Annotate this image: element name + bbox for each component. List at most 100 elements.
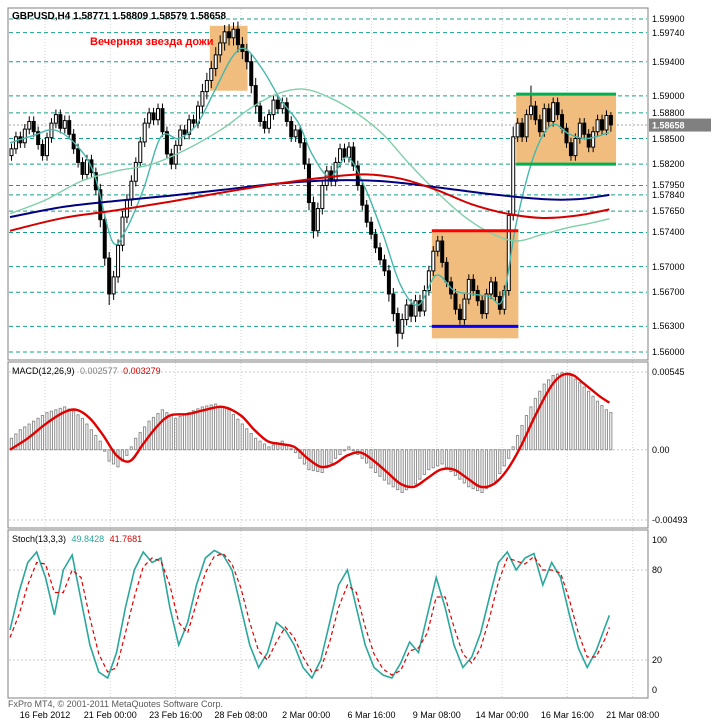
- candle: [249, 54, 254, 94]
- candle: [604, 110, 609, 136]
- candle: [9, 143, 14, 161]
- candle: [129, 175, 134, 206]
- candle: [120, 211, 125, 252]
- time-axis-label: 21 Feb 00:00: [83, 710, 137, 720]
- candle: [40, 139, 45, 161]
- candle: [453, 288, 458, 315]
- candle: [156, 103, 161, 125]
- candle: [133, 157, 138, 187]
- ma-line-slow-blue: [9, 179, 610, 219]
- stoch-axis-label: 80: [652, 565, 663, 575]
- candle: [160, 103, 165, 137]
- panel-borders: [7, 7, 649, 699]
- candle: [315, 202, 320, 237]
- price-axis-label: 1.58500: [652, 133, 685, 144]
- candle: [582, 118, 587, 140]
- svg-text:1.58658: 1.58658: [652, 121, 685, 131]
- time-axis[interactable]: 16 Feb 2012 21 Feb 00:00 23 Feb 16:00 28 Fe…: [0, 710, 712, 724]
- macd-signal-value: 0.003279: [123, 366, 161, 376]
- stoch-indicator-title: Stoch(13,3,3) 49.8428 41.7681: [12, 534, 145, 544]
- ma-line-fast-teal: [9, 47, 610, 306]
- candle: [244, 43, 249, 70]
- price-axis-label: 1.59400: [652, 56, 685, 67]
- candle: [107, 252, 112, 306]
- candle: [533, 100, 538, 125]
- candle: [591, 126, 596, 153]
- candle: [58, 109, 63, 134]
- candle: [227, 24, 232, 46]
- candle: [440, 235, 445, 268]
- candle: [528, 85, 533, 120]
- candle: [262, 116, 267, 134]
- candle: [102, 213, 107, 266]
- current-price-tag: 1.58658: [649, 118, 711, 132]
- stoch-axis-label: 0: [652, 685, 658, 695]
- candlestick-series: [9, 21, 613, 347]
- candle: [422, 285, 427, 317]
- candle: [417, 294, 422, 317]
- support-resistance-lines: [431, 92, 617, 328]
- candle: [218, 35, 223, 63]
- copyright-footer: FxPro MT4, © 2001-2011 MetaQuotes Softwa…: [8, 699, 224, 709]
- candle: [231, 22, 236, 46]
- stoch-signal-value: 41.7681: [109, 534, 143, 544]
- candle: [302, 137, 307, 170]
- candle: [204, 72, 209, 100]
- macd-gridlines: [9, 371, 647, 521]
- moving-averages: [9, 47, 610, 306]
- candle: [608, 112, 613, 132]
- candle: [520, 118, 525, 142]
- candle: [253, 77, 258, 114]
- time-axis-label: 28 Feb 08:00: [214, 710, 268, 720]
- candle: [284, 97, 289, 127]
- candle: [111, 270, 116, 300]
- candle: [506, 210, 511, 296]
- candle: [351, 141, 356, 171]
- candle: [289, 116, 294, 142]
- candle: [222, 24, 227, 51]
- ma-line-slow-red: [9, 173, 610, 232]
- time-axis-label: 14 Mar 00:00: [475, 710, 529, 720]
- candle: [147, 107, 152, 129]
- candle: [138, 136, 143, 168]
- candle: [151, 107, 156, 125]
- candle: [484, 288, 489, 319]
- candle: [435, 235, 440, 257]
- candle: [13, 131, 18, 154]
- stoch-name-label: Stoch(13,3,3): [12, 534, 67, 544]
- candle: [31, 116, 36, 137]
- candle: [22, 124, 27, 148]
- price-axis-label: 1.56700: [652, 287, 685, 298]
- price-axis-label: 1.57650: [652, 206, 685, 217]
- candle: [480, 295, 485, 319]
- candle: [511, 126, 516, 221]
- price-axis[interactable]: 1.59900 1.59740 1.59400 1.59000 1.58800 1.585…: [651, 0, 711, 700]
- candle: [116, 239, 121, 283]
- price-axis-label: 1.57000: [652, 261, 685, 272]
- candle: [493, 276, 498, 302]
- price-axis-label: 1.57840: [652, 189, 685, 200]
- candle: [386, 264, 391, 302]
- candle: [462, 293, 467, 325]
- candle: [298, 124, 303, 148]
- candle: [364, 200, 369, 228]
- price-axis-label: 1.58800: [652, 107, 685, 118]
- candle: [45, 132, 50, 161]
- candle: [391, 287, 396, 322]
- candle: [306, 158, 311, 211]
- time-axis-label: 2 Mar 00:00: [282, 710, 331, 720]
- macd-axis-label: 0.00545: [652, 367, 685, 377]
- candle: [258, 100, 263, 127]
- evening-star-doji-annotation: Вечерняя звезда дожи: [90, 36, 214, 48]
- price-axis-label: 1.57950: [652, 180, 685, 191]
- candle: [568, 137, 573, 161]
- price-axis-label: 1.58200: [652, 159, 685, 170]
- candle: [546, 103, 551, 127]
- time-axis-label: 21 Mar 08:00: [606, 710, 660, 720]
- candle: [551, 97, 556, 127]
- price-axis-label: 1.59740: [652, 27, 685, 38]
- candle: [555, 97, 560, 120]
- candle: [431, 246, 436, 277]
- candle: [320, 179, 325, 215]
